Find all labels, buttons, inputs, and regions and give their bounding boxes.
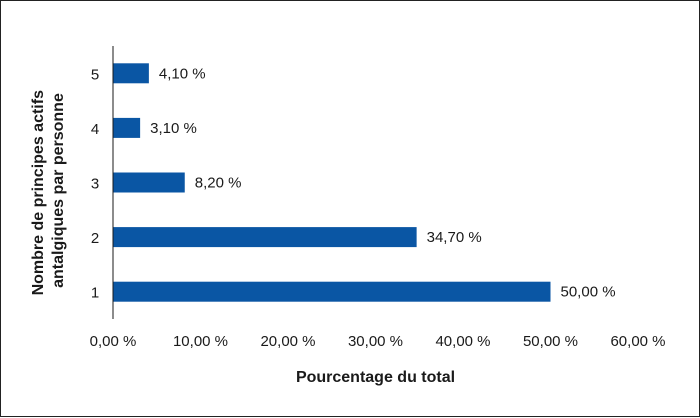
- x-tick-label-5: 50,00 %: [523, 333, 578, 350]
- category-label-4: 4: [91, 121, 99, 138]
- data-label-1: 50,00 %: [561, 284, 616, 301]
- category-labels-group: 1 2 3 4 5: [91, 66, 99, 301]
- category-label-5: 5: [91, 66, 99, 83]
- bar-3: [113, 172, 185, 193]
- data-label-2: 34,70 %: [427, 229, 482, 246]
- bar-1: [113, 281, 551, 302]
- bar-4: [113, 117, 141, 138]
- data-labels-group: 50,00 % 34,70 % 8,20 % 3,10 % 4,10 %: [150, 65, 615, 300]
- y-axis-title: Nombre de principes actifs antalgiques p…: [30, 86, 67, 296]
- bars-group: [113, 63, 551, 302]
- category-label-2: 2: [91, 230, 99, 247]
- x-tick-labels-group: 0,00 % 10,00 % 20,00 % 30,00 % 40,00 % 50,00 …: [90, 333, 666, 350]
- x-tick-label-2: 20,00 %: [260, 333, 315, 350]
- x-tick-label-0: 0,00 %: [90, 333, 137, 350]
- data-label-3: 8,20 %: [195, 175, 242, 192]
- x-tick-label-4: 40,00 %: [435, 333, 490, 350]
- x-tick-label-3: 30,00 %: [348, 333, 403, 350]
- x-tick-label-1: 10,00 %: [173, 333, 228, 350]
- data-label-5: 4,10 %: [159, 65, 206, 82]
- category-label-3: 3: [91, 176, 99, 193]
- bar-2: [113, 227, 417, 248]
- x-tick-label-6: 60,00 %: [610, 333, 665, 350]
- y-axis-title-line-1: Nombre de principes actifs: [30, 90, 47, 295]
- x-axis-title: Pourcentage du total: [296, 369, 455, 386]
- category-label-1: 1: [91, 285, 99, 302]
- bar-5: [113, 63, 149, 84]
- data-label-4: 3,10 %: [150, 120, 197, 137]
- y-axis-title-line-2: antalgiques par personne: [50, 93, 67, 288]
